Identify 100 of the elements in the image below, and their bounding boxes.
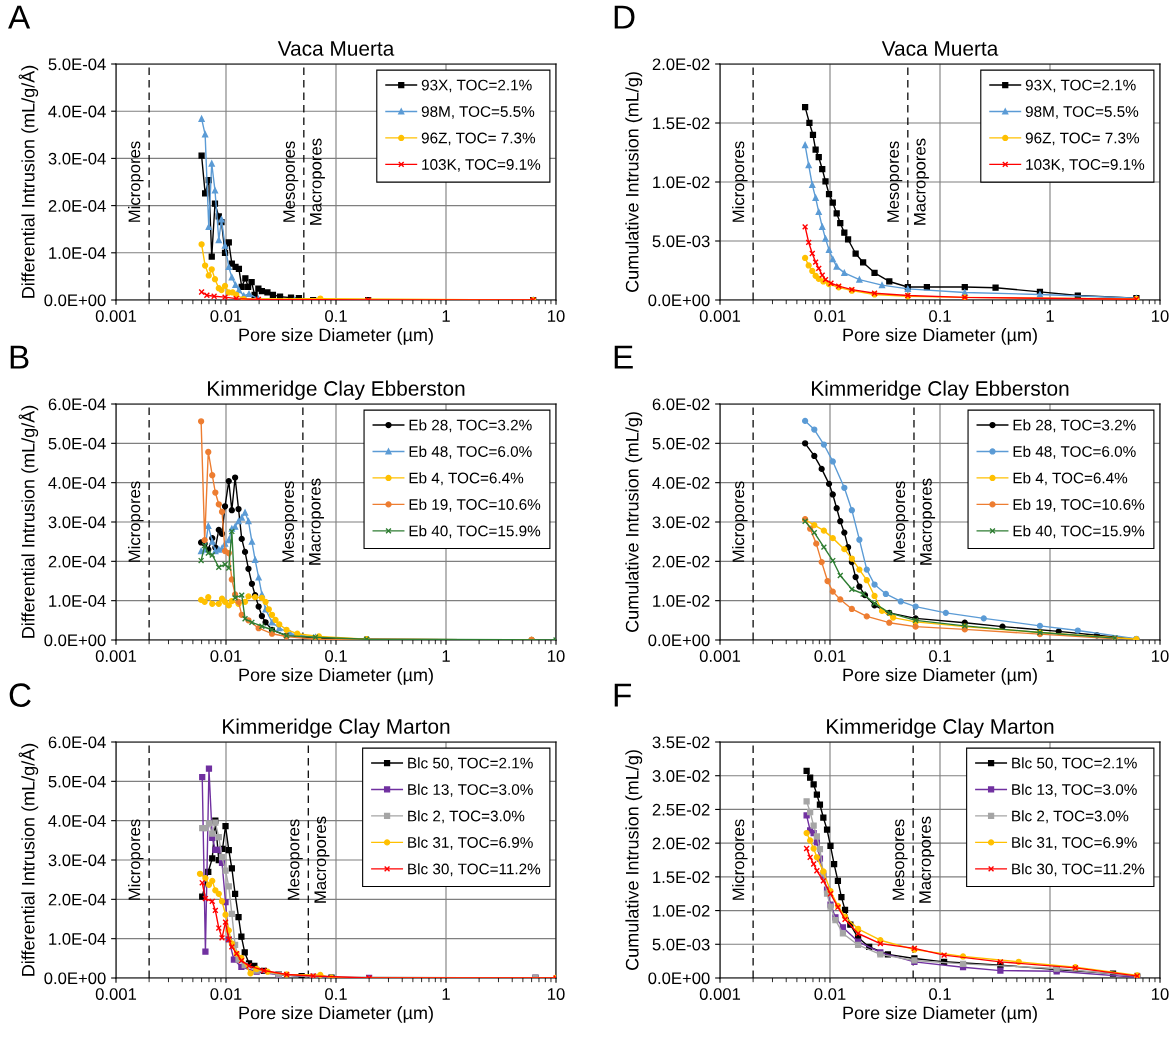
y-tick-label: 6.0E-04 <box>48 736 106 749</box>
legend-label: 103K, TOC=9.1% <box>1026 159 1145 172</box>
legend-label: Blc 13, TOC=3.0% <box>1012 783 1137 797</box>
x-tick-label: 0.01 <box>814 310 846 322</box>
x-tick-label: 0.1 <box>929 988 951 1000</box>
legend-label: Blc 50, TOC=2.1% <box>408 757 533 771</box>
x-tick-label: 0.1 <box>325 650 347 662</box>
x-tick-label: 0.001 <box>699 650 741 662</box>
x-axis-title: Pore size Diameter (µm) <box>843 668 1037 685</box>
x-tick-label: 1 <box>442 988 450 1000</box>
y-tick-label: 5.0E-03 <box>652 235 710 248</box>
annotation: Macropores <box>914 138 929 225</box>
legend-label: Eb 28, TOC=3.2% <box>1013 419 1136 433</box>
legend-label: Eb 48, TOC=6.0% <box>1013 445 1136 459</box>
x-tick-label: 0.01 <box>210 650 242 662</box>
ref-line-label: Mesopores <box>893 481 909 562</box>
y-tick-label: 5.0E-04 <box>48 775 106 788</box>
x-tick-label: 0.01 <box>814 650 846 662</box>
text: B <box>10 345 29 369</box>
y-tick-label: 1.5E-02 <box>653 117 710 130</box>
y-tick-label: 2.0E-04 <box>48 555 106 568</box>
y-tick-label: 4.0E-04 <box>48 815 106 827</box>
y-axis-title: Differential Intrusion (mL/g/Å) <box>18 405 39 638</box>
x-tick-label: 0.1 <box>929 650 951 662</box>
ref-line-label: Mesopores <box>887 141 903 222</box>
y-tick-label: 2.5E-02 <box>652 803 710 816</box>
ref-line-label: Micropores <box>128 819 144 900</box>
ref-line-label: Micropores <box>128 481 144 562</box>
legend-label: Blc 13, TOC=3.0% <box>408 783 533 797</box>
y-tick-label: 1.0E-04 <box>49 247 106 259</box>
y-axis-title: Cumulative Intrusion (mL/g) <box>625 72 643 292</box>
legend-label: 103K, TOC=9.1% <box>422 159 541 172</box>
x-tick-label: 1 <box>1046 988 1054 1000</box>
y-tick-label: 4.0E-04 <box>48 105 106 118</box>
x-tick-label: 0.001 <box>699 988 741 1000</box>
x-tick-label: 0.1 <box>929 310 951 322</box>
x-tick-label: 0.01 <box>210 310 242 322</box>
x-tick-label: 10 <box>1152 650 1169 662</box>
y-tick-label: 0.0E+00 <box>648 294 710 307</box>
x-axis-title: Pore size Diameter (µm) <box>239 328 433 345</box>
legend-label: Eb 19, TOC=10.6% <box>1013 498 1145 512</box>
chart-title: Kimmeridge Clay Marton <box>827 718 1054 738</box>
y-tick-label: 1.0E-02 <box>653 904 710 917</box>
y-tick-label: 1.0E-02 <box>653 595 710 607</box>
x-tick-label: 1 <box>442 310 450 322</box>
y-tick-label: 5.0E-02 <box>652 437 710 450</box>
y-tick-label: 2.0E-02 <box>652 837 710 850</box>
y-tick-label: 1.5E-02 <box>653 871 710 884</box>
y-tick-label: 0.0E+00 <box>44 294 106 307</box>
y-tick-label: 3.0E-02 <box>652 516 710 529</box>
legend-label: Eb 48, TOC=6.0% <box>409 445 532 459</box>
x-axis-title: Pore size Diameter (µm) <box>843 1006 1037 1023</box>
legend-label: 98M, TOC=5.5% <box>1025 106 1139 119</box>
y-tick-label: 5.0E-04 <box>48 58 106 71</box>
ref-line-label: Micropores <box>732 141 748 222</box>
legend-label: Blc 31, TOC=6.9% <box>1012 836 1137 850</box>
ref-line-label: Micropores <box>128 141 144 222</box>
y-tick-label: 1.0E-02 <box>653 176 710 189</box>
text: C <box>9 683 31 707</box>
y-tick-label: 1.0E-04 <box>49 933 106 945</box>
annotation: Macropores <box>919 816 935 903</box>
x-tick-label: 10 <box>1152 310 1169 322</box>
y-tick-label: 4.0E-02 <box>652 477 710 489</box>
legend-label: 93X, TOC=2.1% <box>421 79 532 93</box>
x-tick-label: 0.1 <box>325 310 347 322</box>
legend-label: Blc 30, TOC=11.2% <box>1012 863 1145 877</box>
y-tick-label: 0.0E+00 <box>44 972 106 985</box>
y-tick-label: 3.0E-04 <box>48 516 106 529</box>
x-tick-label: 1 <box>442 650 450 662</box>
annotation: Macropores <box>314 816 330 903</box>
y-tick-label: 2.0E-02 <box>652 58 710 71</box>
x-axis-title: Pore size Diameter (µm) <box>843 328 1037 345</box>
chart-title: Vaca Muerta <box>881 41 999 56</box>
x-tick-label: 0.01 <box>210 988 242 1000</box>
ref-line-label: Micropores <box>732 481 748 562</box>
chart-title: Kimmeridge Clay Ebberston <box>812 380 1069 400</box>
y-tick-label: 6.0E-02 <box>652 398 710 411</box>
y-tick-label: 2.0E-04 <box>48 200 106 212</box>
legend-label: Eb 28, TOC=3.2% <box>409 419 532 433</box>
ref-line-label: Mesopores <box>892 819 908 900</box>
x-axis-title: Pore size Diameter (µm) <box>239 1006 433 1023</box>
x-tick-label: 10 <box>1152 988 1169 1000</box>
legend-label: Blc 30, TOC=11.2% <box>408 863 541 877</box>
x-tick-label: 1 <box>1046 650 1054 662</box>
legend-label: 96Z, TOC= 7.3% <box>421 132 536 146</box>
legend-label: Blc 50, TOC=2.1% <box>1012 757 1137 771</box>
x-tick-label: 0.001 <box>95 988 137 1000</box>
annotation: Macropores <box>309 478 324 565</box>
x-axis-title: Pore size Diameter (µm) <box>239 668 433 685</box>
y-tick-label: 5.0E-03 <box>652 938 710 951</box>
chart-title: Kimmeridge Clay Marton <box>223 718 450 738</box>
y-axis-title: Differential Intrusion (mL/g/Å) <box>18 743 39 976</box>
x-tick-label: 0.001 <box>95 650 137 662</box>
y-tick-label: 2.0E-04 <box>48 893 106 906</box>
legend-label: Blc 2, TOC=3.0% <box>408 810 525 824</box>
y-tick-label: 2.0E-02 <box>652 555 710 568</box>
x-tick-label: 10 <box>548 650 565 662</box>
y-tick-label: 0.0E+00 <box>44 634 106 647</box>
legend-label: Eb 19, TOC=10.6% <box>409 498 541 512</box>
y-tick-label: 0.0E+00 <box>648 972 710 985</box>
